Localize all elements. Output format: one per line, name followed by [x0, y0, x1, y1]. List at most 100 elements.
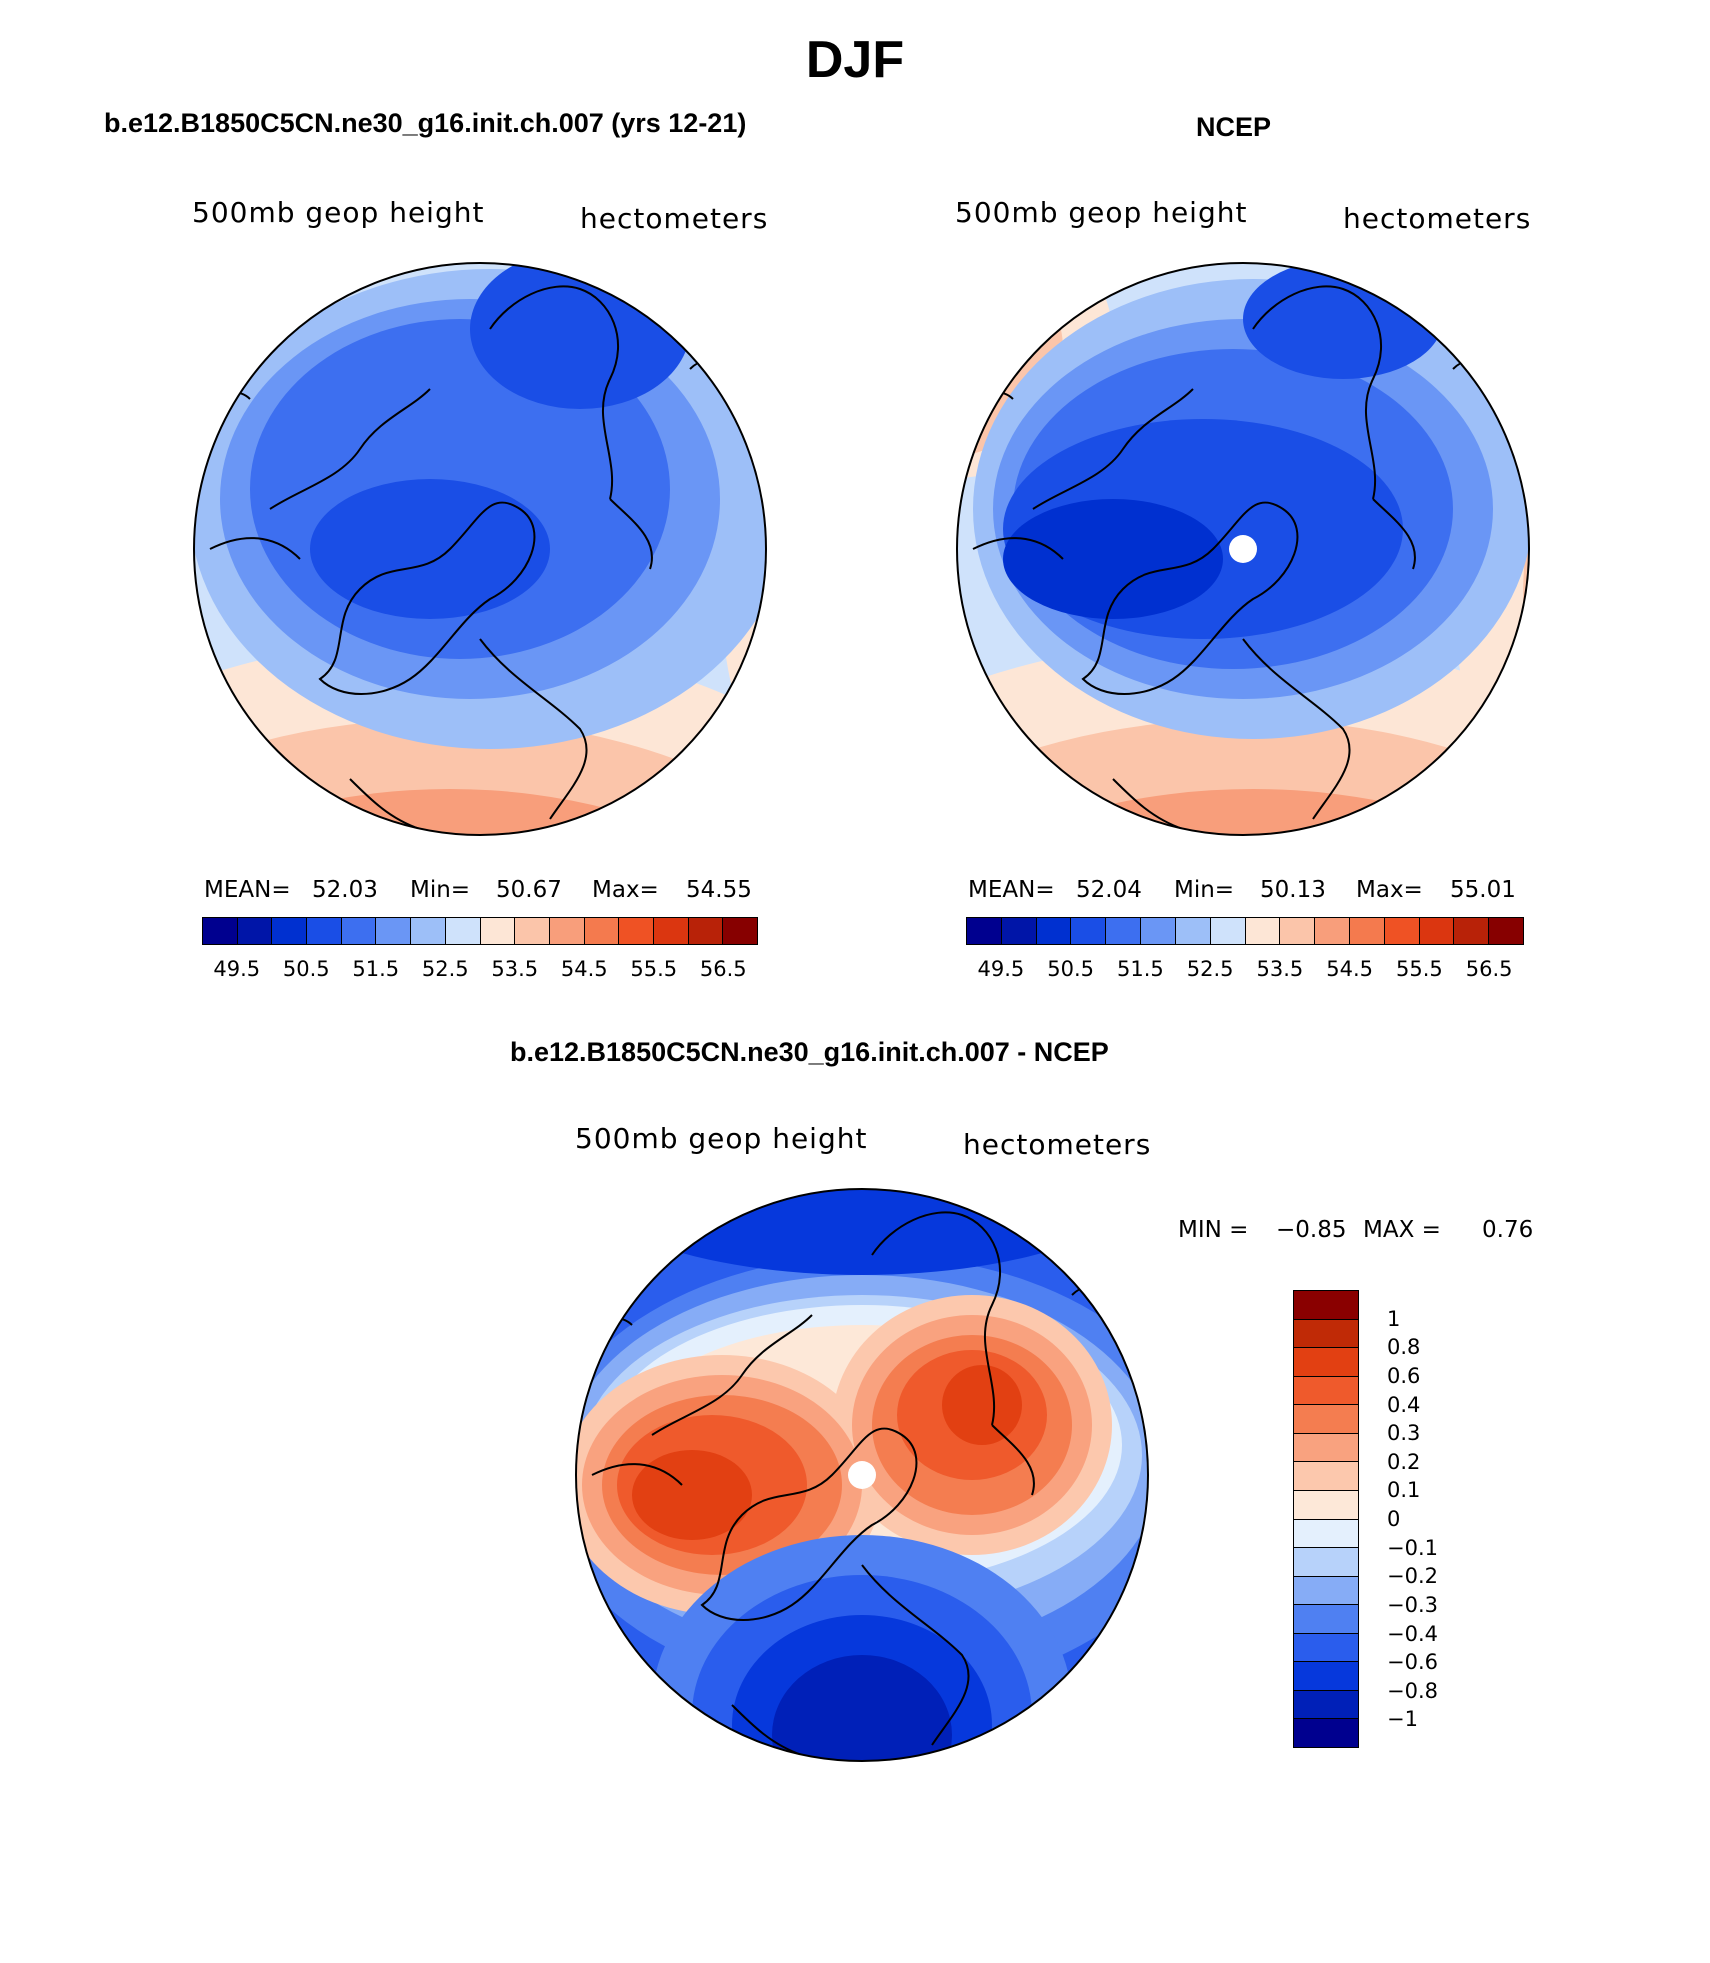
polar-map-obs — [956, 262, 1530, 836]
colorbar-swatch — [1294, 1718, 1358, 1747]
colorbar-swatch — [722, 918, 757, 944]
colorbar-tick-label: 56.5 — [699, 957, 747, 981]
colorbar-tick-label: 52.5 — [1186, 957, 1234, 981]
colorbar-tick-label: 0.8 — [1387, 1335, 1421, 1360]
colorbar-swatch — [1294, 1375, 1358, 1405]
units-label: hectometers — [1343, 202, 1532, 235]
stat-max-label: MAX = — [1363, 1217, 1441, 1243]
stat-mean-label: MEAN= — [204, 877, 291, 903]
colorbar-swatch — [375, 918, 411, 944]
colorbar-swatch — [967, 918, 1001, 944]
colorbar-tick-label: 1 — [1387, 1306, 1401, 1331]
colorbar-tick-label: 53.5 — [491, 957, 539, 981]
stat-mean-value: 52.03 — [312, 877, 378, 903]
colorbar-swatch — [1140, 918, 1175, 944]
figure-title: DJF — [805, 31, 905, 89]
colorbar-tick-label: 53.5 — [1256, 957, 1304, 981]
colorbar-swatch — [1294, 1604, 1358, 1633]
colorbar-swatch — [687, 918, 723, 944]
colorbar-swatch — [1000, 918, 1036, 944]
units-label: hectometers — [963, 1128, 1152, 1161]
colorbar-swatch — [1279, 918, 1315, 944]
colorbar-tick-label: 49.5 — [213, 957, 261, 981]
colorbar-swatch — [1488, 918, 1523, 944]
colorbar-swatch — [1294, 1661, 1358, 1690]
stat-mean-label: MEAN= — [968, 877, 1055, 903]
colorbar-swatch — [444, 918, 480, 944]
colorbar-tick-label: 54.5 — [560, 957, 608, 981]
colorbar-swatch — [1070, 918, 1106, 944]
colorbar-swatch — [1294, 1518, 1358, 1548]
colorbar-swatch — [1294, 1404, 1358, 1433]
colorbar-swatch — [1294, 1547, 1358, 1576]
colorbar-swatch — [1294, 1318, 1358, 1348]
colorbar-swatch — [1453, 918, 1489, 944]
colorbar-swatch — [1418, 918, 1454, 944]
colorbar-swatch — [410, 918, 445, 944]
stat-min-value: 50.13 — [1260, 877, 1326, 903]
stat-max-value: 0.76 — [1482, 1217, 1534, 1243]
colorbar-swatch — [1244, 918, 1280, 944]
stat-min-value: −0.85 — [1276, 1217, 1347, 1243]
stat-min-label: Min= — [1174, 877, 1235, 903]
colorbar-tick-label: 54.5 — [1326, 957, 1374, 981]
variable-label: 500mb geop height — [192, 196, 485, 229]
colorbar-tick-label: 0 — [1387, 1507, 1401, 1531]
colorbar-swatch — [1294, 1489, 1358, 1519]
colorbar-model — [202, 917, 758, 945]
colorbar-swatch — [1294, 1575, 1358, 1605]
colorbar-tick-label: 0.4 — [1387, 1392, 1421, 1417]
colorbar-tick-label: −0.6 — [1387, 1650, 1438, 1675]
colorbar-swatch — [1105, 918, 1141, 944]
polar-map-model — [193, 262, 767, 836]
colorbar-swatch — [306, 918, 341, 944]
colorbar-tick-label: 0.6 — [1387, 1363, 1421, 1388]
colorbar-tick-label: −0.3 — [1387, 1592, 1438, 1617]
panel-title-diff: b.e12.B1850C5CN.ne30_g16.init.ch.007 - N… — [510, 1037, 1109, 1067]
stat-mean-value: 52.04 — [1076, 877, 1142, 903]
colorbar-tick-label: 52.5 — [421, 957, 469, 981]
units-label: hectometers — [580, 202, 769, 235]
colorbar-swatch — [1035, 918, 1071, 944]
colorbar-tick-label: 0.2 — [1387, 1449, 1421, 1474]
colorbar-tick-label: −0.8 — [1387, 1678, 1438, 1703]
colorbar-swatch — [1174, 918, 1210, 944]
variable-label: 500mb geop height — [955, 196, 1248, 229]
colorbar-tick-label: 51.5 — [352, 957, 400, 981]
colorbar-swatch — [1314, 918, 1349, 944]
colorbar-swatch — [271, 918, 307, 944]
colorbar-tick-label: 50.5 — [1047, 957, 1095, 981]
stat-max-label: Max= — [592, 877, 659, 903]
colorbar-swatch — [548, 918, 584, 944]
colorbar-swatch — [1383, 918, 1419, 944]
stat-max-value: 54.55 — [686, 877, 752, 903]
colorbar-obs — [966, 917, 1524, 945]
colorbar-swatch — [1294, 1461, 1358, 1490]
colorbar-diff — [1293, 1290, 1359, 1748]
colorbar-swatch — [479, 918, 515, 944]
colorbar-tick-label: −1 — [1387, 1707, 1418, 1732]
colorbar-swatch — [1348, 918, 1384, 944]
colorbar-tick-label: 0.3 — [1387, 1421, 1421, 1446]
panel-title-model: b.e12.B1850C5CN.ne30_g16.init.ch.007 (yr… — [104, 108, 747, 138]
colorbar-swatch — [618, 918, 653, 944]
colorbar-tick-label: −0.4 — [1387, 1621, 1438, 1646]
colorbar-swatch — [1294, 1291, 1358, 1319]
colorbar-tick-label: −0.1 — [1387, 1535, 1438, 1560]
colorbar-tick-label: 55.5 — [1395, 957, 1443, 981]
colorbar-swatch — [236, 918, 272, 944]
colorbar-swatch — [514, 918, 549, 944]
colorbar-swatch — [1209, 918, 1245, 944]
colorbar-swatch — [1294, 1689, 1358, 1719]
variable-label: 500mb geop height — [575, 1122, 868, 1155]
colorbar-swatch — [203, 918, 237, 944]
colorbar-tick-label: 0.1 — [1387, 1478, 1421, 1503]
polar-map-diff — [575, 1188, 1149, 1762]
panel-title-obs: NCEP — [1196, 112, 1272, 142]
colorbar-swatch — [1294, 1347, 1358, 1376]
stat-min-label: Min= — [410, 877, 471, 903]
colorbar-tick-label: 49.5 — [977, 957, 1025, 981]
colorbar-swatch — [1294, 1432, 1358, 1462]
stat-min-value: 50.67 — [496, 877, 562, 903]
stat-max-label: Max= — [1356, 877, 1423, 903]
